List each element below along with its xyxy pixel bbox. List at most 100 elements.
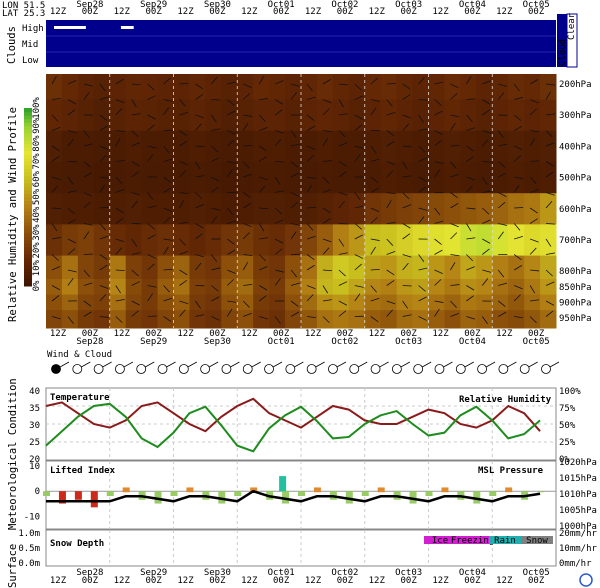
wind-barb [482,161,492,163]
rh-cell [46,193,63,225]
wind-barb [179,170,187,178]
wind-barb [179,111,189,116]
colorbar-step [24,154,32,159]
snow-legend-label: Rain [494,536,516,546]
pressure-level-label: 950hPa [559,314,592,324]
colorbar-tick: 80% [32,135,42,152]
rh-cell [332,294,350,311]
rh-cell [77,255,95,280]
rh-cell [364,294,382,311]
rh-cell [396,193,414,225]
wind-barb [51,176,61,181]
humidity-label: Relative Humidity [459,394,552,405]
precip-tick: 0mm/hr [559,559,592,569]
rh-cell [237,279,254,296]
wind-barb [370,246,376,255]
rh-cell [396,310,414,329]
wind-barb [99,83,106,92]
rh-cell [221,74,238,101]
mid-time-label: 00Z [145,329,162,339]
rh-cell [524,162,541,194]
rh-cell [157,99,174,132]
wind-barb [51,156,60,162]
rh-cell [237,294,254,311]
rh-cell [205,193,222,225]
rh-cell [93,162,111,194]
wind-barb [131,192,141,196]
bottom-time-label: 12Z [241,576,258,586]
colorbar-step [24,118,32,123]
wind-barb [195,300,201,309]
wind-barb [370,99,380,102]
wind-barb [418,296,427,302]
rh-cell [189,310,206,329]
rh-cell [46,255,63,280]
rh-cell [253,130,270,163]
wind-barb [530,130,540,133]
rh-cell [540,74,557,101]
bottom-date-label: Oct01 [268,568,295,578]
mid-date-label: Oct05 [523,337,550,347]
rh-cell [412,99,429,132]
wind-barb [67,248,76,255]
rh-cell [125,74,143,101]
colorbar-step [24,132,32,137]
wind-barb [290,269,298,278]
wind-barb [274,219,284,224]
wind-barb [466,295,474,302]
wind-barb [529,316,537,324]
wind-barb [513,265,523,271]
rh-cell [61,162,79,194]
lifted-bar [43,491,50,496]
wind-barb [402,223,411,229]
wind-barb [545,192,555,196]
wind-barb [83,223,93,226]
rh-cell [253,99,270,132]
rh-cell [269,294,286,311]
wind-barb [530,160,540,162]
rh-cell [61,294,79,311]
wind-barb [354,124,363,131]
wind-barb [115,99,125,104]
wind-barb [466,156,475,162]
rh-cell [396,279,414,296]
wind-barb [179,192,189,194]
temperature-label: Temperature [50,393,110,403]
info-icon[interactable] [579,573,593,587]
lifted-tick: -10 [24,512,40,522]
wind-barb [258,254,266,262]
wind-barb [370,297,380,302]
colorbar-step [24,140,32,145]
wind-barb [67,130,77,134]
wind-barb [386,99,393,107]
rh-cell [444,74,461,101]
rh-cell [221,193,238,225]
rh-cell [540,255,557,280]
snow-label: Snow Depth [50,539,104,549]
rh-cell [396,162,414,194]
rh-cell [380,294,398,311]
wind-barb [370,268,380,271]
wind-barb [498,300,506,307]
rh-cell [269,193,286,225]
wind-barb [513,223,521,231]
colorbar-step [24,261,32,266]
wind-barb [466,127,476,131]
wind-barb [370,176,379,183]
wind-barb [386,200,392,209]
wind-barb [195,254,205,258]
colorbar-step [24,250,32,255]
rh-cell [301,99,318,132]
wind-barb [338,281,348,286]
wind-barb [259,98,269,100]
rh-cell [141,224,159,257]
wind-barb [338,171,347,178]
rh-cell [316,99,334,132]
colorbar-step [24,115,32,120]
rh-cell [540,130,557,163]
wind-barb [482,130,491,134]
rh-cell [189,294,206,311]
wind-barb [482,99,491,105]
wind-barb [418,267,428,271]
